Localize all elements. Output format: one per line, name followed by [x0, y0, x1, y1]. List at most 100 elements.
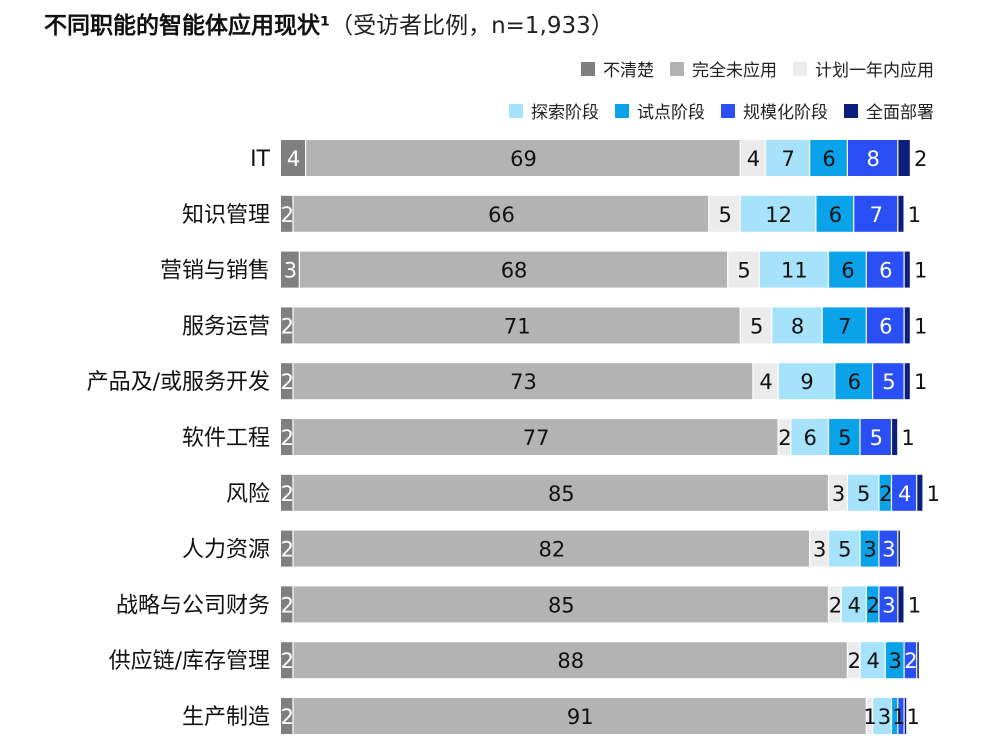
data-label: 3: [889, 649, 902, 673]
legend-item: 完全未应用: [670, 56, 777, 81]
legend-swatch: [793, 61, 807, 76]
bar-segment: [281, 419, 293, 455]
data-label: 8: [867, 147, 880, 171]
data-label: 71: [504, 314, 531, 338]
bar-segment: [740, 140, 765, 176]
bar-segment: [904, 307, 910, 344]
bar-segment: [860, 419, 891, 455]
data-label: 3: [878, 705, 891, 729]
category-label: 人力资源: [182, 538, 270, 563]
data-label: 5: [750, 314, 763, 338]
bar-segment: [810, 530, 828, 567]
data-label: 88: [557, 649, 584, 673]
data-label: 7: [781, 147, 794, 171]
bar-segment: [866, 251, 904, 288]
data-label: 68: [501, 259, 528, 283]
data-label: 12: [765, 203, 792, 227]
legend-label: 完全未应用: [692, 61, 777, 81]
bar-segment: [873, 698, 891, 734]
bar-segment: [898, 698, 904, 734]
legend-swatch: [581, 61, 595, 76]
bar-segment: [293, 698, 866, 734]
data-label: 4: [867, 649, 880, 673]
bar-segment: [293, 642, 847, 679]
legend-label: 试点阶段: [637, 103, 705, 123]
bar-segment: [281, 474, 293, 511]
legend-label: 不清楚: [603, 61, 654, 81]
data-label: 2: [914, 147, 927, 171]
data-label: 9: [800, 370, 813, 394]
data-label: 1: [914, 370, 927, 394]
bar-segment: [281, 140, 305, 176]
data-label: 2: [281, 426, 294, 450]
bar-segment: [281, 698, 293, 734]
bar-segment: [879, 586, 898, 623]
bar-segment: [848, 642, 860, 679]
legend-swatch: [844, 103, 858, 118]
data-label: 6: [879, 314, 892, 338]
bar-segment: [835, 363, 872, 400]
data-label: 6: [822, 147, 835, 171]
bar-segment: [293, 530, 810, 567]
bar-segment: [904, 251, 910, 288]
data-label: 3: [813, 538, 826, 562]
data-label: 3: [832, 482, 845, 506]
data-label: 1: [892, 705, 905, 729]
data-label: 1: [927, 482, 940, 506]
bar-segment: [898, 195, 904, 232]
data-label: 2: [829, 593, 842, 617]
data-label: 2: [281, 705, 294, 729]
data-label: 3: [882, 538, 895, 562]
bar-segment: [898, 586, 904, 623]
data-label: 3: [284, 259, 297, 283]
bar-segment: [829, 419, 860, 455]
bar-segment: [841, 586, 866, 623]
data-label: 1: [863, 705, 876, 729]
bar-segment: [848, 140, 898, 176]
data-label: 2: [904, 649, 917, 673]
bar-segment: [892, 474, 917, 511]
data-label: 2: [848, 649, 861, 673]
bar-segment: [281, 642, 293, 679]
data-label: 91: [567, 705, 594, 729]
bar-segment: [740, 307, 772, 344]
bar-segment: [892, 698, 898, 734]
data-label: 2: [281, 370, 294, 394]
category-label: 风险: [226, 482, 270, 507]
data-label: 85: [548, 593, 575, 617]
bar-segment: [866, 586, 879, 623]
data-label: 2: [778, 426, 791, 450]
data-label: 4: [747, 147, 760, 171]
bar-segment: [866, 307, 904, 344]
bar-segment: [898, 530, 900, 567]
data-label: 5: [838, 538, 851, 562]
bar-segment: [299, 251, 728, 288]
bar-segment: [791, 419, 828, 455]
bar-segment: [879, 530, 898, 567]
bar-segment: [829, 474, 847, 511]
chart-title: 不同职能的智能体应用现状¹（受访者比例，n=1,933）: [44, 6, 614, 40]
data-label: 6: [829, 203, 842, 227]
bar-segment: [860, 530, 879, 567]
bar-segment: [293, 195, 709, 232]
category-label: 知识管理: [182, 203, 270, 228]
data-label: 2: [281, 593, 294, 617]
bar-segment: [873, 363, 904, 400]
bar-segment: [293, 419, 778, 455]
bar-segment: [885, 642, 904, 679]
data-label: 5: [857, 482, 870, 506]
data-label: 66: [488, 203, 515, 227]
data-label: 5: [870, 426, 883, 450]
bar-segment: [879, 474, 891, 511]
legend-item: 全面部署: [844, 98, 934, 123]
legend-item: 规模化阶段: [721, 98, 828, 123]
bar-segment: [778, 419, 791, 455]
data-label: 11: [781, 259, 808, 283]
legend-item: 试点阶段: [615, 98, 705, 123]
bar-segment: [866, 698, 872, 734]
bar-segment: [728, 251, 759, 288]
data-label: 2: [281, 538, 294, 562]
category-label: 产品及/或服务开发: [87, 370, 270, 395]
